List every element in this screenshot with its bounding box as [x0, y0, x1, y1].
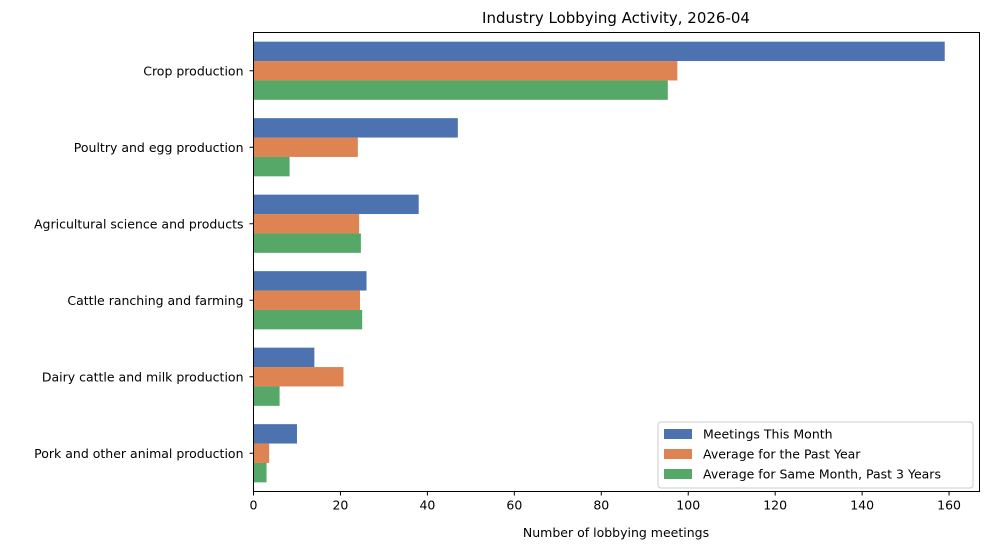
x-tick-label: 20 — [332, 498, 348, 513]
bar — [253, 80, 668, 100]
bar — [253, 118, 458, 138]
legend-label: Average for the Past Year — [703, 447, 861, 462]
bar — [253, 61, 678, 81]
y-tick-label: Agricultural science and products — [34, 216, 244, 231]
y-axis: Crop production Poultry and egg productio… — [34, 63, 254, 461]
legend: Meetings This Month Average for the Past … — [657, 421, 974, 489]
x-tick-label: 120 — [763, 498, 787, 513]
x-axis: 0 20 40 60 80 100 120 140 160 — [250, 491, 961, 513]
bar — [253, 347, 315, 368]
y-tick-label: Crop production — [143, 63, 243, 78]
y-tick-label: Pork and other animal production — [34, 446, 243, 461]
x-tick-label: 80 — [593, 498, 609, 513]
bar — [253, 214, 360, 234]
x-tick-label: 140 — [850, 498, 874, 513]
legend-swatch — [664, 429, 692, 439]
bar — [253, 290, 361, 310]
chart-title: Industry Lobbying Activity, 2026-04 — [482, 9, 750, 27]
bars-group — [253, 41, 945, 483]
x-tick-label: 60 — [506, 498, 522, 513]
x-tick-label: 160 — [937, 498, 961, 513]
x-tick-label: 0 — [250, 498, 258, 513]
y-tick-label: Poultry and egg production — [74, 140, 244, 155]
legend-box — [657, 421, 974, 489]
x-tick-label: 100 — [676, 498, 700, 513]
bar — [253, 367, 344, 387]
bar — [253, 41, 945, 62]
plot-frame — [253, 32, 980, 492]
legend-swatch — [664, 449, 692, 459]
bar — [253, 271, 367, 291]
legend-swatch — [664, 469, 692, 479]
x-axis-label: Number of lobbying meetings — [523, 525, 709, 540]
bar — [253, 462, 267, 483]
bar — [253, 386, 280, 406]
bar — [253, 156, 290, 177]
bar — [253, 309, 363, 330]
y-tick-label: Cattle ranching and farming — [67, 293, 243, 308]
y-tick-label: Dairy cattle and milk production — [42, 369, 244, 384]
legend-label: Average for Same Month, Past 3 Years — [703, 467, 941, 482]
bar — [253, 443, 270, 463]
x-tick-label: 40 — [419, 498, 435, 513]
legend-label: Meetings This Month — [703, 427, 833, 442]
bar — [253, 194, 419, 215]
bar — [253, 137, 358, 157]
bar — [253, 424, 297, 444]
bar — [253, 233, 361, 253]
